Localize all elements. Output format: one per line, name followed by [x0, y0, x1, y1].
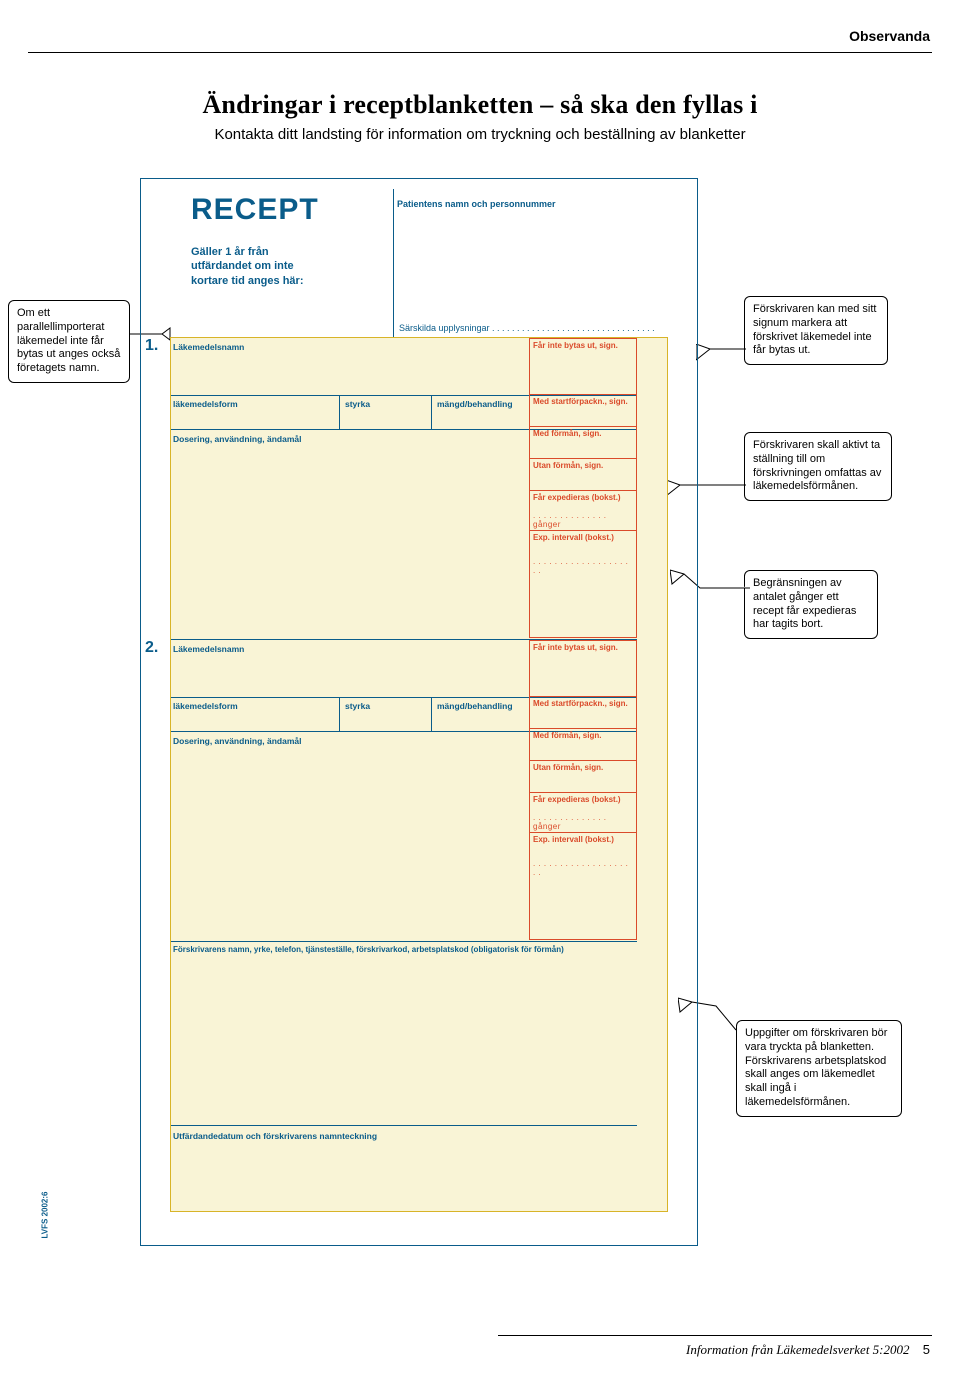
top-rule	[28, 52, 932, 53]
line	[431, 697, 432, 731]
footer-text: Information från Läkemedelsverket 5:2002…	[686, 1342, 930, 1358]
line	[431, 395, 432, 429]
r-inte-bytas-1: Får inte bytas ut, sign.	[530, 339, 636, 350]
r-ganger-2: . . . . . . . . . . . . . . gånger	[530, 812, 636, 832]
sarskilda-upplysningar: Särskilda upplysningar . . . . . . . . .…	[399, 323, 655, 333]
prescriber-label: Förskrivarens namn, yrke, telefon, tjäns…	[173, 945, 633, 954]
lbl-mangd-2: mängd/behandling	[437, 701, 513, 711]
lbl-dosering-1: Dosering, användning, ändamål	[173, 434, 301, 444]
lbl-styrka-2: styrka	[345, 701, 370, 711]
lbl-lakemedelsnamn-1: Läkemedelsnamn	[173, 342, 244, 352]
r-far-exp-1: Får expedieras (bokst.)	[530, 491, 636, 502]
r-inte-bytas-2: Får inte bytas ut, sign.	[530, 641, 636, 652]
callout-forman: Förskrivaren skall aktivt ta ställning t…	[744, 432, 892, 501]
r-dots-2a: . . . . . . . . . . . . . . . . . . . .	[530, 858, 636, 878]
section-divider-2	[171, 941, 637, 942]
section-header: Observanda	[849, 28, 930, 44]
footer-rule	[498, 1335, 932, 1336]
r-startforp-1: Med startförpackn., sign.	[530, 395, 636, 406]
utfardande-label: Utfärdandedatum och förskrivarens namnte…	[173, 1131, 377, 1141]
redbox-2: Får inte bytas ut, sign. Med startförpac…	[529, 640, 637, 940]
r-startforp-2: Med startförpackn., sign.	[530, 697, 636, 708]
r-utan-forman-1: Utan förmån, sign.	[530, 459, 636, 470]
lbl-dosering-2: Dosering, användning, ändamål	[173, 736, 301, 746]
callout-expedieras: Begränsningen av antalet gånger ett rece…	[744, 570, 878, 639]
title-block: Ändringar i receptblanketten – så ska de…	[50, 90, 910, 143]
valid-l1: Gäller 1 år från	[191, 245, 303, 259]
rx-number-2: 2.	[145, 639, 158, 657]
footer-page: 5	[923, 1342, 930, 1357]
lbl-form-2: läkemedelsform	[173, 701, 238, 711]
page-subtitle: Kontakta ditt landsting för information …	[50, 126, 910, 143]
line	[171, 1125, 637, 1126]
callout-parallel-import: Om ett parallellimporterat läkemedel int…	[8, 300, 130, 383]
recept-title: RECEPT	[191, 193, 319, 227]
r-ganger-1: . . . . . . . . . . . . . . gånger	[530, 510, 636, 530]
lvfs-code: LVFS 2002:6	[41, 1179, 50, 1239]
r-exp-int-1: Exp. intervall (bokst.)	[530, 531, 636, 542]
lbl-styrka-1: styrka	[345, 399, 370, 409]
r-exp-int-2: Exp. intervall (bokst.)	[530, 833, 636, 844]
r-med-forman-1: Med förmån, sign.	[530, 427, 636, 438]
form-outer-frame: RECEPT Patientens namn och personnummer …	[140, 178, 698, 1246]
valid-l3: kortare tid anges här:	[191, 274, 303, 288]
valid-text: Gäller 1 år från utfärdandet om inte kor…	[191, 245, 303, 288]
r-utan-forman-2: Utan förmån, sign.	[530, 761, 636, 772]
page-title: Ändringar i receptblanketten – så ska de…	[50, 90, 910, 120]
footer-source: Information från Läkemedelsverket 5:2002	[686, 1342, 909, 1357]
lbl-lakemedelsnamn-2: Läkemedelsnamn	[173, 644, 244, 654]
pointer-c2	[696, 344, 746, 362]
r-dots-1a: . . . . . . . . . . . . . . . . . . . .	[530, 556, 636, 576]
lbl-mangd-1: mängd/behandling	[437, 399, 513, 409]
rx-section-1: 1. Läkemedelsnamn läkemedelsform styrka …	[171, 339, 637, 639]
redbox-1: Får inte bytas ut, sign. Med startförpac…	[529, 338, 637, 638]
lbl-form-1: läkemedelsform	[173, 399, 238, 409]
patient-name-label: Patientens namn och personnummer	[397, 199, 556, 209]
line	[339, 697, 340, 731]
callout-prescriber-info: Uppgifter om förskrivaren bör vara tryck…	[736, 1020, 902, 1117]
valid-l2: utfärdandet om inte	[191, 259, 303, 273]
r-far-exp-2: Får expedieras (bokst.)	[530, 793, 636, 804]
header-vline	[393, 189, 394, 337]
rx-number-1: 1.	[145, 337, 158, 355]
line	[339, 395, 340, 429]
r-med-forman-2: Med förmån, sign.	[530, 729, 636, 740]
callout-signum: Förskrivaren kan med sitt signum markera…	[744, 296, 888, 365]
rx-section-2: 2. Läkemedelsnamn läkemedelsform styrka …	[171, 641, 637, 941]
